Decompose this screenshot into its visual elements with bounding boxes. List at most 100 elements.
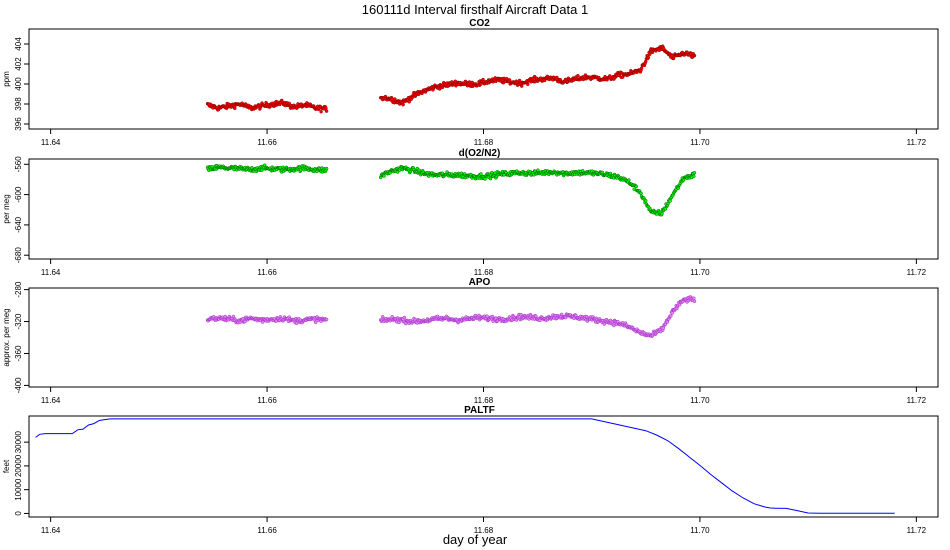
x-tick-label: 11.72: [907, 396, 927, 405]
data-point: [627, 178, 631, 182]
y-tick-label: 396: [14, 117, 23, 131]
x-axis-label: day of year: [443, 532, 508, 547]
data-point: [233, 106, 237, 111]
panel-paltf: PALTF 11.64 11.66 11.68 11.70 11.72 0 100002000…: [2, 405, 939, 535]
x-tick-label: 11.66: [257, 396, 277, 405]
x-tick-label: 11.70: [690, 138, 710, 147]
x-tick-label: 11.68: [474, 526, 494, 535]
x-tick-label: 11.72: [907, 268, 927, 277]
x-tick-label: 11.64: [41, 526, 61, 535]
x-tick-label: 11.66: [257, 526, 277, 535]
y-tick-label: 30000: [14, 430, 23, 453]
data-point: [670, 311, 674, 315]
y-axis-label: per meg: [2, 194, 11, 223]
y-axis-label: feet: [2, 459, 11, 473]
data-point: [324, 166, 329, 171]
data-point: [313, 320, 318, 325]
data-point: [639, 191, 643, 196]
data-point: [643, 198, 648, 203]
data-point: [612, 323, 616, 328]
data-point: [643, 59, 648, 64]
x-tick-label: 11.64: [41, 138, 61, 147]
data-point: [634, 184, 638, 189]
data-point: [519, 84, 524, 88]
data-point: [488, 176, 493, 181]
y-tick-label: -320: [14, 313, 23, 330]
data-point: [262, 163, 267, 167]
panel-title: CO2: [469, 18, 490, 29]
data-point: [563, 315, 568, 320]
y-tick-label: 398: [14, 97, 23, 111]
data-point: [324, 109, 329, 113]
data-point: [404, 321, 408, 326]
plot-frame: [28, 415, 939, 518]
y-axis-label: approx. per meg: [2, 308, 11, 366]
panel-apo: APO 11.64 11.66 11.68 11.70 11.72 -280 -320 -360…: [2, 277, 939, 405]
panel-co2: CO2 11.64 11.66 11.68 11.70 11.72 396 398 400 402…: [2, 18, 939, 147]
data-point: [483, 177, 487, 181]
x-tick-label: 11.66: [257, 268, 277, 277]
x-tick-label: 11.70: [690, 268, 710, 277]
data-point: [319, 109, 323, 114]
data-point: [692, 53, 697, 58]
panel-title: APO: [469, 277, 491, 288]
figure-title: 160111d Interval firsthalf Aircraft Data…: [362, 2, 588, 17]
data-point: [692, 299, 697, 304]
data-points: [205, 295, 697, 338]
x-tick-label: 11.72: [907, 138, 927, 147]
data-point: [417, 168, 422, 173]
data-point: [402, 315, 407, 320]
panels: CO2 11.64 11.66 11.68 11.70 11.72 396 398 400 402…: [2, 18, 939, 535]
data-point: [437, 87, 442, 91]
y-tick-label: -560: [14, 156, 23, 173]
plot-frame: [28, 158, 939, 260]
y-tick-label: 10000: [14, 478, 23, 501]
y-tick-label: -280: [14, 281, 23, 298]
x-tick-label: 11.64: [41, 268, 61, 277]
y-tick-label: 400: [14, 77, 23, 91]
x-tick-label: 11.68: [474, 268, 494, 277]
data-points: [205, 163, 697, 217]
x-tick-label: 11.68: [474, 138, 494, 147]
data-point: [669, 314, 673, 318]
data-point: [382, 174, 386, 178]
data-point: [576, 73, 580, 78]
x-tick-label: 11.68: [474, 396, 494, 405]
data-point: [485, 314, 489, 318]
data-point: [324, 106, 328, 110]
x-tick-label: 11.72: [907, 526, 927, 535]
x-tick-label: 11.64: [41, 396, 61, 405]
data-point: [324, 317, 329, 322]
y-tick-label: 20000: [14, 454, 23, 477]
data-point: [223, 314, 227, 319]
panel-d-o2-n2-: d(O2/N2) 11.64 11.66 11.68 11.70 11.72 -560 -60…: [2, 148, 939, 277]
data-point: [692, 296, 696, 301]
plot-frame: [28, 287, 939, 388]
data-point: [646, 55, 651, 60]
data-point: [608, 171, 613, 176]
data-point: [660, 211, 664, 216]
panel-title: d(O2/N2): [459, 148, 501, 159]
data-point: [507, 78, 512, 82]
data-point: [639, 66, 644, 70]
data-points: [205, 44, 697, 114]
data-point: [243, 319, 247, 324]
y-tick-label: 0: [14, 511, 23, 516]
y-tick-label: -600: [14, 186, 23, 203]
y-tick-label: -360: [14, 345, 23, 362]
data-point: [534, 314, 538, 318]
y-tick-label: -640: [14, 216, 23, 233]
data-point: [677, 302, 682, 307]
data-point: [632, 187, 636, 191]
data-point: [479, 172, 483, 176]
y-tick-label: 402: [14, 57, 23, 71]
data-point: [559, 312, 564, 317]
data-point: [692, 174, 696, 179]
data-point: [278, 165, 283, 170]
data-point: [250, 165, 254, 170]
y-tick-label: 404: [14, 37, 23, 51]
x-tick-label: 11.66: [257, 138, 277, 147]
y-tick-label: -400: [14, 377, 23, 394]
x-tick-label: 11.70: [690, 526, 710, 535]
